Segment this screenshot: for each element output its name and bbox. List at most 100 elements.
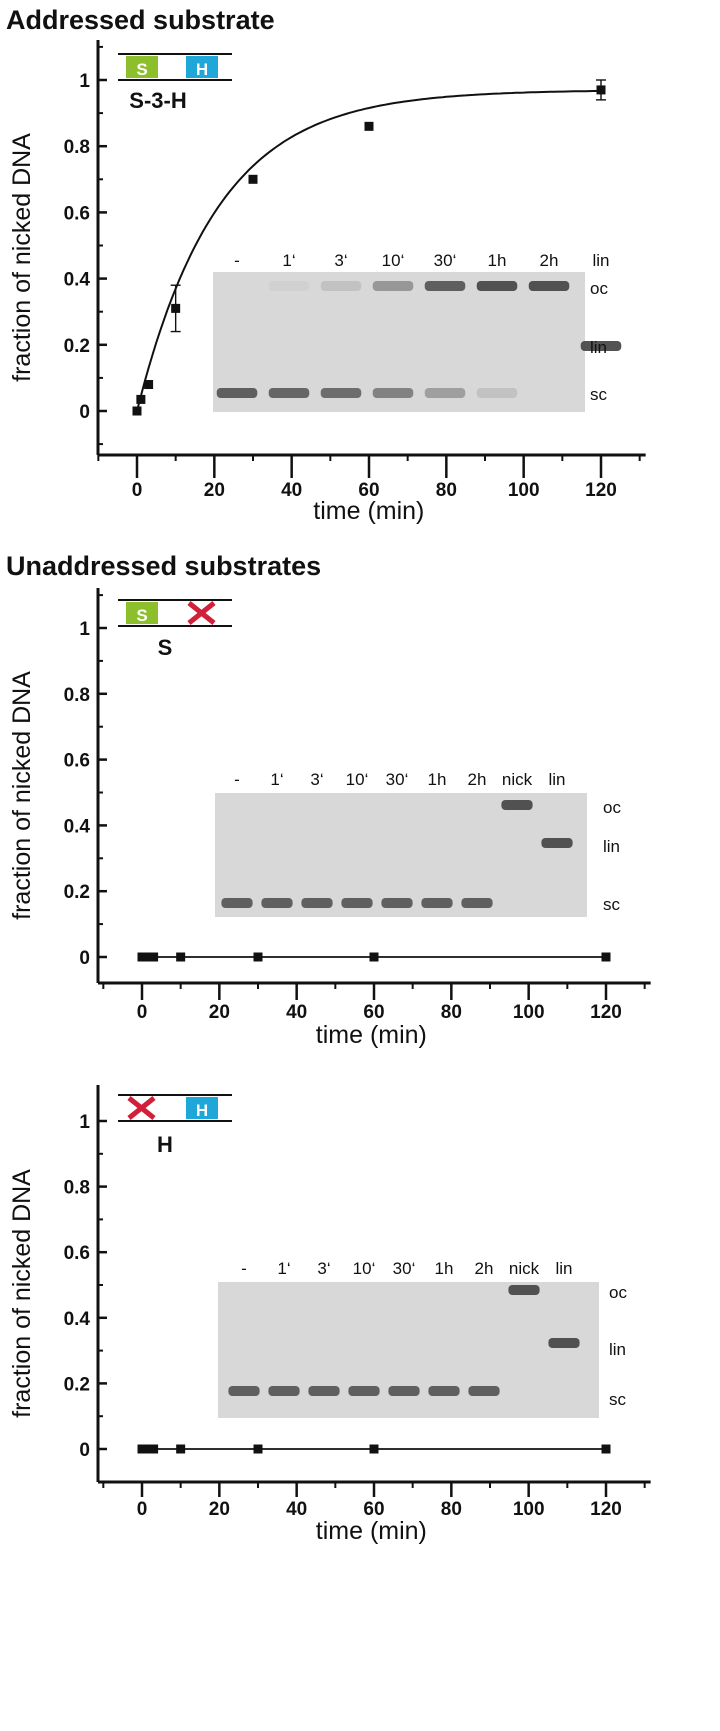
y-tick-label: 0.6: [64, 1243, 90, 1264]
s-site-box: [126, 602, 158, 624]
lin-band: [580, 341, 622, 351]
sc-band: [372, 388, 414, 398]
gel-lane-label: 1h: [435, 1259, 454, 1278]
sc-band: [468, 1386, 500, 1396]
gel-lane-label: 2h: [468, 770, 487, 789]
x-tick-label: 80: [441, 1499, 462, 1520]
sc-band: [348, 1386, 380, 1396]
sc-band: [388, 1386, 420, 1396]
site-letter: S: [136, 606, 147, 625]
oc-band: [424, 281, 466, 291]
gel-lane-label: 10‘: [346, 770, 369, 789]
y-tick-label: 0.4: [64, 270, 91, 291]
site-letter: H: [196, 60, 208, 79]
x-tick-label: 0: [137, 1499, 148, 1520]
y-tick-label: 0.4: [64, 816, 91, 837]
oc-band: [501, 800, 533, 810]
y-tick-label: 0.8: [64, 1178, 90, 1199]
gel-band-label: lin: [603, 837, 620, 856]
h-site-box: [186, 1097, 218, 1119]
data-point: [176, 952, 186, 962]
x-tick-label: 20: [209, 1002, 230, 1023]
gel-band-label: oc: [590, 279, 608, 298]
x-tick-label: 60: [358, 480, 379, 501]
oc-band: [528, 281, 570, 291]
oc-band: [476, 281, 518, 291]
y-tick-label: 0: [79, 1440, 90, 1461]
gel-lane-label: 30‘: [393, 1259, 416, 1278]
gel-lane-label: -: [234, 251, 240, 270]
gel-lane-label: 3‘: [310, 770, 323, 789]
cross-icon: [127, 1096, 156, 1120]
gel-lane-label: 1‘: [277, 1259, 290, 1278]
x-tick-label: 20: [209, 1499, 230, 1520]
gel-lane-label: 30‘: [434, 251, 457, 270]
x-tick-label: 100: [513, 1002, 545, 1023]
sc-band: [268, 388, 310, 398]
gel-lane-label: -: [234, 770, 240, 789]
gel-lane-label: 10‘: [353, 1259, 376, 1278]
y-axis-label: fraction of nicked DNA: [8, 133, 36, 382]
y-tick-label: 0.2: [64, 336, 90, 357]
sc-band: [428, 1386, 460, 1396]
gel-lane-label: lin: [548, 770, 565, 789]
y-tick-label: 0.4: [64, 1309, 91, 1330]
data-point: [253, 1444, 263, 1454]
cross-icon: [187, 601, 216, 625]
x-tick-label: 120: [585, 480, 617, 501]
sc-band: [421, 898, 453, 908]
gel-lane-label: nick: [509, 1259, 540, 1278]
gel-lane-label: 1h: [488, 251, 507, 270]
x-axis-label: time (min): [316, 1021, 427, 1049]
x-tick-label: 100: [513, 1499, 545, 1520]
data-point: [369, 952, 379, 962]
y-tick-label: 0.8: [64, 137, 90, 158]
x-tick-label: 0: [132, 480, 143, 501]
x-tick-label: 40: [286, 1002, 307, 1023]
data-point: [176, 1444, 186, 1454]
gel-lane-label: 30‘: [386, 770, 409, 789]
construct-schematic: SS: [118, 599, 232, 660]
sc-band: [424, 388, 466, 398]
data-point: [144, 380, 154, 390]
x-tick-label: 20: [204, 480, 225, 501]
data-point: [136, 394, 146, 404]
gel-band-label: oc: [609, 1283, 627, 1302]
x-tick-label: 120: [590, 1499, 622, 1520]
y-axis-label: fraction of nicked DNA: [8, 671, 36, 920]
data-point: [171, 303, 181, 313]
sc-band: [381, 898, 413, 908]
x-tick-label: 60: [363, 1499, 384, 1520]
data-point: [601, 1444, 611, 1454]
gel-band-label: lin: [590, 338, 607, 357]
gel-band-label: sc: [609, 1390, 627, 1409]
gel-lane-label: nick: [502, 770, 533, 789]
gel-lane-label: 3‘: [334, 251, 347, 270]
chart-panel-3: 0 0.2 0.4 0.6 0.8 1 0 20 40 60 80 100 120 time (min) f…: [8, 1085, 651, 1545]
gel-lane-label: lin: [592, 251, 609, 270]
data-point: [601, 952, 611, 962]
oc-band: [268, 281, 310, 291]
sc-band: [216, 388, 258, 398]
sc-band: [341, 898, 373, 908]
x-tick-label: 40: [281, 480, 302, 501]
sc-band: [308, 1386, 340, 1396]
sc-band: [476, 388, 518, 398]
x-tick-label: 100: [508, 480, 540, 501]
x-tick-label: 40: [286, 1499, 307, 1520]
sc-band: [320, 388, 362, 398]
gel-band-label: lin: [609, 1340, 626, 1359]
x-tick-label: 80: [436, 480, 457, 501]
gel-band-label: sc: [603, 895, 621, 914]
gel-sheen: [218, 1282, 599, 1418]
sc-band: [461, 898, 493, 908]
x-axis-label: time (min): [313, 497, 424, 525]
oc-band: [372, 281, 414, 291]
gel-band-label: sc: [590, 385, 608, 404]
y-tick-label: 0: [79, 402, 90, 423]
chart-panel-2: 0 0.2 0.4 0.6 0.8 1 0 20 40 60 80 100 120 time (min) f…: [8, 588, 651, 1049]
